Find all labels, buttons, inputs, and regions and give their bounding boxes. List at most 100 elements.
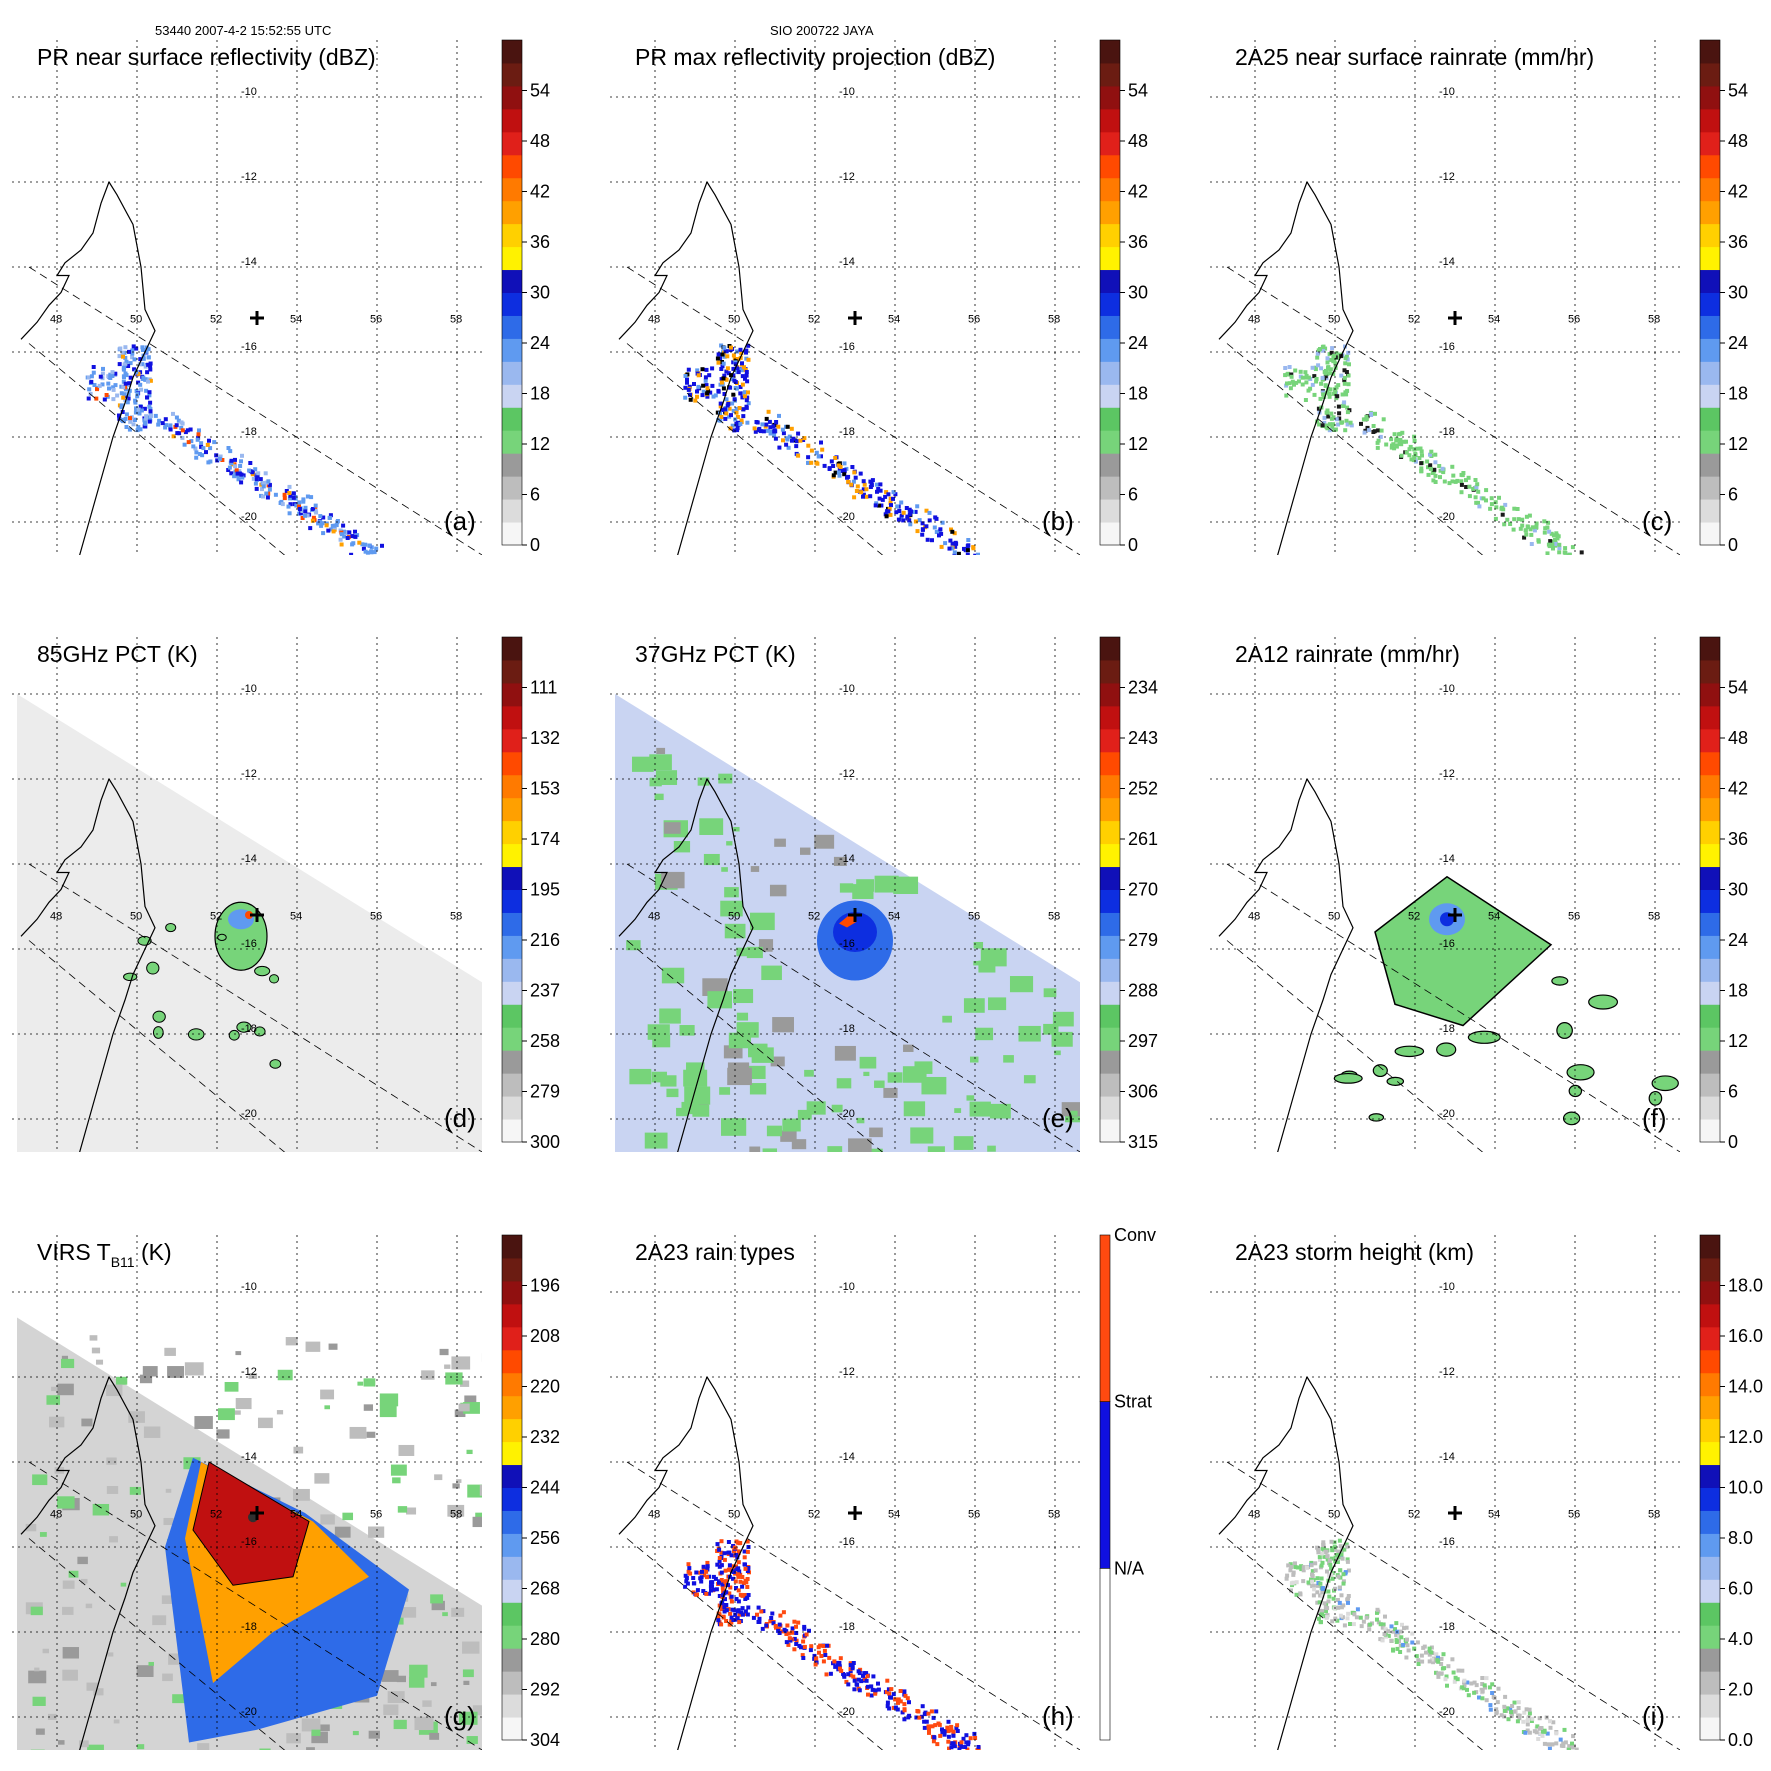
tb-patch: [782, 1118, 801, 1132]
rain-pixel: [1317, 1616, 1321, 1621]
rain-pixel: [722, 1557, 727, 1562]
rain-pixel: [870, 478, 875, 483]
rain-pixel: [737, 406, 742, 410]
rain-pixel: [800, 1653, 805, 1658]
rain-pixel: [111, 397, 116, 402]
field-g: [17, 1317, 482, 1750]
tb-patch: [651, 1071, 667, 1083]
cloud-patch: [452, 1483, 460, 1489]
rain-pixel: [701, 1564, 706, 1569]
rain-pixel: [784, 1629, 789, 1634]
rain-pixel: [264, 491, 269, 496]
rain-pixel: [728, 1611, 733, 1616]
rain-pixel: [683, 395, 688, 400]
rain-pixel: [1576, 1757, 1580, 1761]
rain-pixel: [1436, 1674, 1441, 1679]
colorbar-step: [1700, 292, 1720, 316]
tb-patch: [688, 1170, 699, 1178]
rain-pixel: [731, 1570, 736, 1574]
rain-pixel: [708, 390, 713, 395]
rain-pixel: [1378, 1622, 1383, 1627]
header-center: SIO 200722 JAYA: [770, 23, 874, 38]
lat-tick-label: -16: [1439, 1536, 1455, 1548]
colorbar-step: [502, 705, 522, 730]
rain-pixel: [796, 1620, 801, 1625]
field-a: [85, 344, 384, 555]
rain-pixel: [715, 1549, 720, 1553]
colorbar-step: [1700, 131, 1720, 156]
rain-pixel: [1429, 1645, 1434, 1650]
colorbar-step: [1700, 476, 1720, 500]
rain-pixel: [1346, 382, 1351, 387]
rain-pixel: [1397, 432, 1401, 437]
colorbar-tick-label: 18.0: [1728, 1276, 1763, 1296]
rain-pixel: [1333, 1559, 1338, 1564]
lon-tick-label: 48: [648, 1508, 660, 1520]
cloud-patch: [30, 1749, 45, 1750]
rain-pixel: [1419, 469, 1424, 474]
rain-pixel: [686, 387, 691, 392]
rain-pixel: [338, 537, 343, 542]
rain-pixel: [739, 1610, 744, 1615]
rain-pixel: [1548, 539, 1553, 544]
rain-pixel: [1460, 1685, 1465, 1690]
tb-patch: [976, 1177, 985, 1183]
rain-pixel: [704, 1591, 709, 1596]
rain-pixel: [111, 387, 116, 392]
lon-tick-label: 58: [1048, 1508, 1060, 1520]
rain-pixel: [712, 1587, 717, 1592]
rain-pixel: [764, 416, 769, 421]
tb-patch: [762, 1148, 778, 1152]
rain-cell: [1568, 1084, 1583, 1098]
rain-pixel: [952, 531, 957, 536]
rain-pixel: [1550, 542, 1555, 547]
colorbar-step: [502, 1464, 522, 1488]
rain-pixel: [1412, 1646, 1417, 1651]
tb-patch: [856, 1117, 865, 1124]
rain-pixel: [953, 544, 958, 549]
grid: 48 50 52 54 56 58-10-12-14-16-18-20: [12, 637, 482, 1152]
rain-pixel: [744, 398, 749, 403]
rain-pixel: [743, 1566, 748, 1571]
colorbar-step: [1100, 1027, 1120, 1051]
tb-patch: [869, 1127, 883, 1138]
colorbar-step: [1100, 200, 1120, 225]
rain-pixel: [1318, 1581, 1323, 1586]
panel-title: 37GHz PCT (K): [635, 641, 796, 667]
rain-pixel: [845, 475, 849, 480]
rain-pixel: [1331, 391, 1336, 396]
rain-pixel: [773, 436, 778, 441]
rain-pixel: [852, 1687, 857, 1692]
colorbar-tick-label: 243: [1128, 728, 1158, 748]
cloud-patch: [30, 1606, 43, 1616]
rain-pixel: [138, 427, 143, 432]
rain-pixel: [721, 1615, 726, 1620]
rain-pixel: [128, 419, 133, 424]
rain-pixels: [1284, 1538, 1580, 1761]
rain-pixel: [745, 1539, 750, 1544]
tb-patch: [977, 1162, 997, 1176]
swath-edge: [626, 863, 1080, 1152]
rain-pixel: [736, 420, 741, 425]
rain-pixel: [848, 1667, 853, 1672]
rain-pixel: [349, 552, 354, 555]
rain-region: [1374, 875, 1553, 1027]
rain-cell: [1333, 1072, 1363, 1084]
swath-edge: [28, 343, 286, 555]
rain-pixel: [1306, 1580, 1311, 1585]
rain-pixel: [717, 1564, 722, 1569]
rain-pixel: [792, 1636, 797, 1641]
cloud-patch: [445, 1372, 463, 1385]
rain-pixel: [1567, 1747, 1571, 1750]
rain-pixel: [789, 426, 794, 431]
rain-pixel: [952, 550, 957, 555]
rain-pixels: [683, 343, 980, 555]
rain-pixel: [1472, 1690, 1477, 1695]
rain-pixel: [1345, 1559, 1350, 1564]
rain-pixel: [971, 545, 976, 550]
colorbar-step: [502, 361, 522, 385]
rain-pixel: [874, 501, 879, 506]
rain-pixel: [217, 456, 222, 461]
rain-pixel: [719, 343, 724, 348]
rain-pixel: [163, 425, 168, 430]
